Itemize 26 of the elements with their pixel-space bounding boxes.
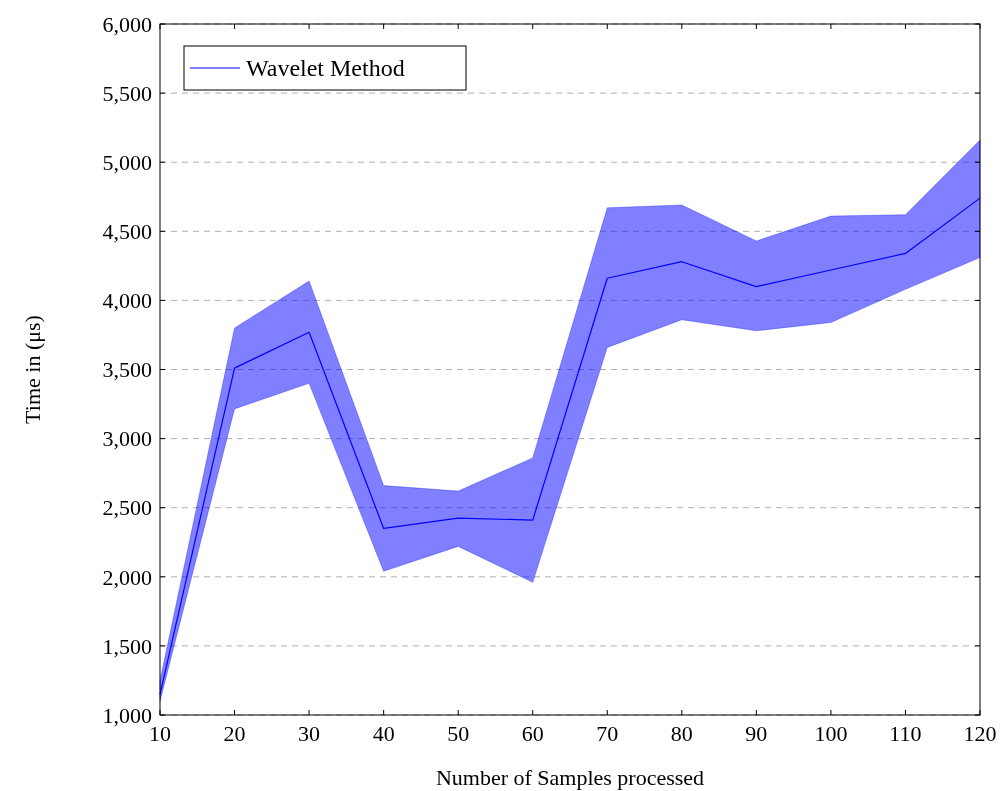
y-tick-label: 2,000: [102, 564, 152, 590]
y-tick-label: 1,500: [102, 633, 152, 659]
x-tick-label: 20: [223, 721, 246, 746]
x-tick-label: 120: [963, 721, 997, 746]
y-tick-label: 5,000: [102, 149, 152, 175]
x-tick-label: 100: [814, 721, 848, 746]
x-tick-label: 10: [149, 721, 171, 746]
y-tick-label: 2,500: [102, 495, 152, 521]
y-tick-label: 1,000: [102, 702, 152, 728]
y-axis-title: Time in (μs): [20, 315, 45, 424]
x-tick-label: 40: [372, 721, 395, 746]
x-tick-label: 30: [298, 721, 321, 746]
y-tick-label: 5,500: [102, 80, 152, 106]
x-tick-label: 110: [889, 721, 922, 746]
y-tick-label: 3,500: [102, 357, 152, 383]
x-tick-label: 80: [670, 721, 693, 746]
legend-label: Wavelet Method: [246, 55, 405, 82]
y-tick-label: 6,000: [102, 11, 152, 37]
x-tick-label: 70: [596, 721, 619, 746]
x-tick-label: 50: [447, 721, 470, 746]
y-tick-label: 3,000: [102, 426, 152, 452]
x-tick-label: 60: [521, 721, 544, 746]
x-axis-title: Number of Samples processed: [435, 765, 705, 790]
y-tick-label: 4,500: [102, 219, 152, 244]
y-tick-label: 4,000: [102, 288, 152, 314]
x-tick-label: 90: [745, 721, 768, 746]
